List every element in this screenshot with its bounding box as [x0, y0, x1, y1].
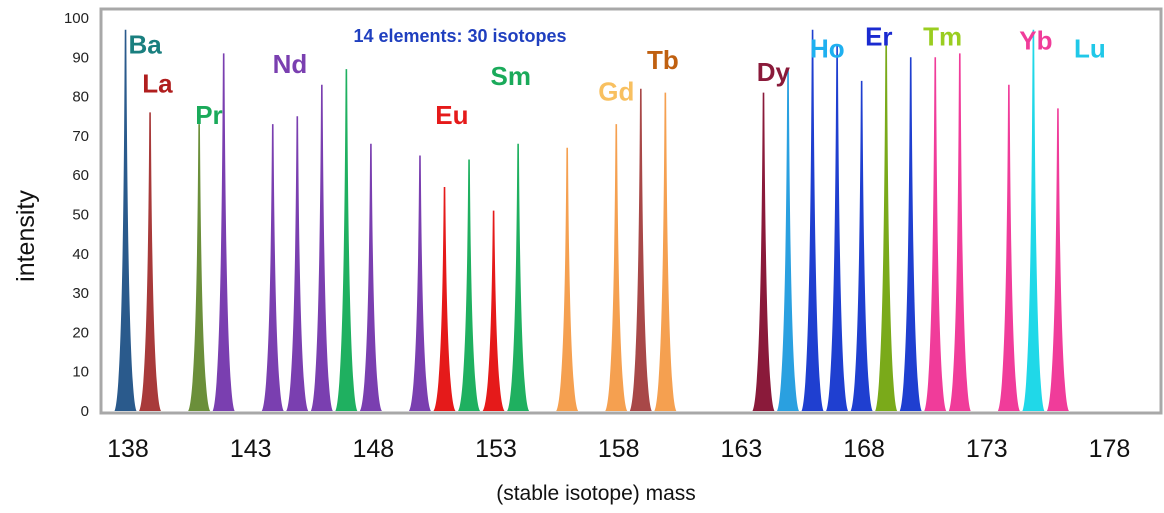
isotope-peak-nd	[212, 53, 235, 412]
isotope-peak-sm	[507, 143, 530, 411]
isotope-peak-sm	[335, 69, 358, 411]
y-axis-title: intensity	[12, 190, 40, 282]
isotope-peak-yb	[924, 57, 947, 412]
element-label-sm: Sm	[491, 61, 531, 91]
y-tick-label: 50	[72, 207, 89, 224]
element-label-tb: Tb	[647, 45, 679, 75]
y-axis-ticks: 0 10 20 30 40 50 60 70 80 90 100	[64, 10, 89, 420]
element-label-lu: Lu	[1074, 33, 1106, 63]
isotope-peak-la	[139, 112, 162, 411]
peaks-layer	[114, 29, 1069, 412]
x-tick-label: 178	[1089, 435, 1131, 463]
element-label-la: La	[142, 69, 173, 99]
element-label-gd: Gd	[598, 77, 634, 107]
isotope-peak-nd	[261, 124, 284, 412]
element-label-er: Er	[865, 22, 892, 52]
element-label-dy: Dy	[757, 57, 791, 87]
x-tick-label: 158	[598, 435, 640, 463]
element-label-ho: Ho	[810, 33, 845, 63]
y-tick-label: 100	[64, 10, 89, 27]
isotope-peak-nd	[408, 155, 431, 411]
isotope-peak-tm	[875, 37, 898, 412]
y-tick-label: 80	[72, 89, 89, 106]
x-axis-title: (stable isotope) mass	[496, 482, 696, 505]
isotope-peak-yb	[1046, 108, 1069, 411]
x-tick-label: 168	[843, 435, 885, 463]
x-tick-label: 163	[721, 435, 763, 463]
y-tick-label: 0	[81, 403, 89, 420]
isotope-peak-er	[801, 29, 824, 411]
element-label-pr: Pr	[195, 100, 222, 130]
isotope-peak-sm	[458, 159, 481, 411]
y-tick-label: 90	[72, 49, 89, 66]
x-tick-label: 173	[966, 435, 1008, 463]
y-tick-label: 30	[72, 285, 89, 302]
isotope-peak-nd	[310, 84, 333, 411]
isotope-peak-lu	[1022, 29, 1045, 411]
isotope-peak-eu	[482, 210, 505, 411]
plot-area-frame	[99, 7, 1163, 415]
element-label-eu: Eu	[435, 100, 468, 130]
isotope-peak-er	[850, 80, 873, 411]
isotope-peak-ho	[777, 69, 800, 411]
isotope-peak-ba	[114, 29, 137, 411]
isotope-peak-gd	[556, 147, 579, 411]
element-label-tm: Tm	[923, 22, 962, 52]
x-tick-label: 148	[353, 435, 395, 463]
element-label-nd: Nd	[273, 49, 308, 79]
y-tick-label: 20	[72, 324, 89, 341]
y-tick-label: 10	[72, 364, 89, 381]
chart-annotation: 14 elements: 30 isotopes	[353, 26, 566, 46]
isotope-peak-gd	[654, 92, 677, 412]
isotope-peak-tb	[629, 88, 652, 412]
element-labels: Ba La Pr Nd Sm Eu Gd Tb Dy Ho Er Tm Yb Lu	[129, 22, 1106, 131]
isotope-peak-pr	[188, 124, 211, 412]
y-tick-label: 40	[72, 246, 89, 263]
isotope-peak-er	[826, 45, 849, 411]
isotope-peak-dy	[752, 92, 775, 412]
x-tick-label: 153	[475, 435, 517, 463]
element-label-ba: Ba	[129, 29, 163, 59]
x-tick-label: 138	[107, 435, 149, 463]
isotope-peak-nd	[286, 116, 309, 411]
isotope-peak-yb	[948, 53, 971, 412]
isotope-peak-yb	[997, 84, 1020, 411]
isotope-peak-eu	[433, 186, 456, 411]
x-axis-ticks: 138 143 148 153 158 163 168 173 178	[107, 435, 1130, 463]
isotope-peak-nd	[359, 143, 382, 411]
y-tick-label: 70	[72, 128, 89, 145]
element-label-yb: Yb	[1019, 25, 1052, 55]
isotope-peak-gd	[605, 124, 628, 412]
y-tick-label: 60	[72, 167, 89, 184]
isotope-peak-er	[899, 57, 922, 412]
x-tick-label: 143	[230, 435, 272, 463]
